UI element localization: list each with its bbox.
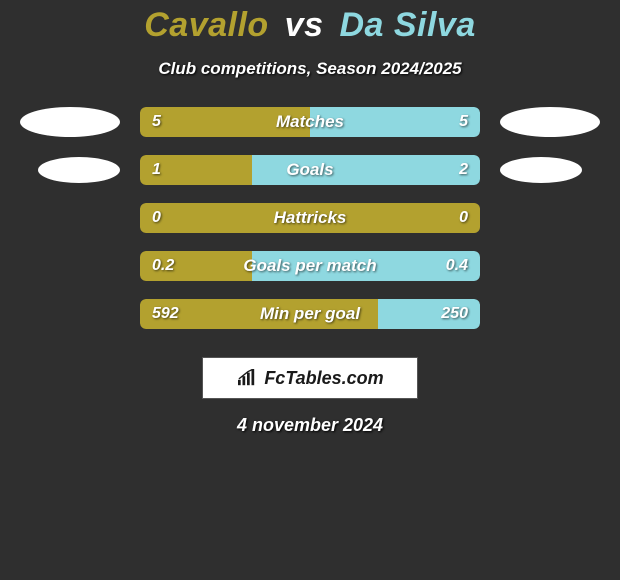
stat-row: 55Matches [0, 107, 620, 137]
stat-bar: 00Hattricks [140, 203, 480, 233]
stat-row: 00Hattricks [0, 203, 620, 233]
stat-row: 0.20.4Goals per match [0, 251, 620, 281]
stat-label: Goals [140, 155, 480, 185]
stat-label: Goals per match [140, 251, 480, 281]
comparison-title: Cavallo vs Da Silva [0, 0, 620, 45]
vs-text: vs [285, 6, 324, 44]
stat-label: Min per goal [140, 299, 480, 329]
player2-name: Da Silva [339, 6, 475, 44]
chart-icon [236, 369, 258, 387]
player2-badge [500, 107, 600, 137]
player1-name: Cavallo [144, 6, 268, 44]
brand-watermark: FcTables.com [202, 357, 418, 399]
stat-label: Hattricks [140, 203, 480, 233]
snapshot-date: 4 november 2024 [0, 415, 620, 436]
stat-row: 12Goals [0, 155, 620, 185]
stat-label: Matches [140, 107, 480, 137]
player1-badge [38, 157, 120, 183]
stat-row: 592250Min per goal [0, 299, 620, 329]
brand-text: FcTables.com [264, 368, 383, 389]
stat-bar: 12Goals [140, 155, 480, 185]
subtitle: Club competitions, Season 2024/2025 [0, 59, 620, 79]
stat-bar: 592250Min per goal [140, 299, 480, 329]
stat-bar: 0.20.4Goals per match [140, 251, 480, 281]
player1-badge [20, 107, 120, 137]
stat-bar: 55Matches [140, 107, 480, 137]
player2-badge [500, 157, 582, 183]
